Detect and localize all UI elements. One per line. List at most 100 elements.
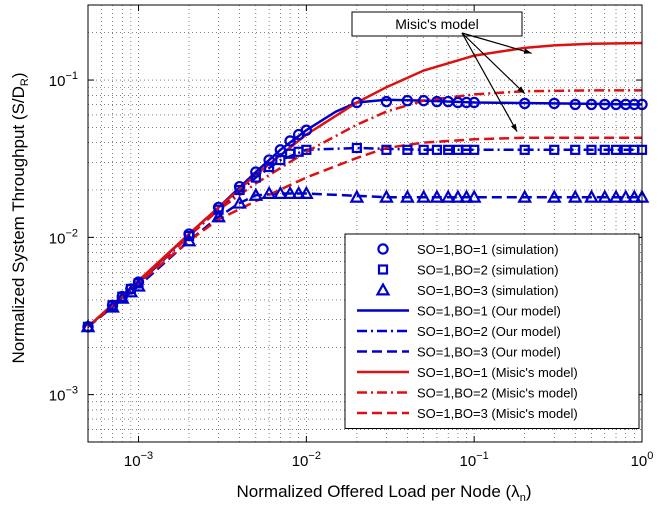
- data-point-triangle: [291, 185, 307, 200]
- data-point-triangle: [379, 189, 394, 203]
- data-point-square: [418, 144, 429, 155]
- data-point-triangle: [131, 278, 146, 292]
- data-point-square: [381, 144, 392, 155]
- legend-label: SO=1,BO=3 (Our model): [417, 345, 561, 360]
- data-point-triangle: [400, 189, 415, 203]
- series-line: [87, 146, 642, 328]
- legend-layer: SO=1,BO=1 (simulation) SO=1,BO=2 (simulat…: [344, 233, 640, 429]
- annotation-arrowhead: [523, 48, 532, 54]
- data-point-square: [469, 144, 480, 155]
- data-point-triangle: [584, 189, 599, 203]
- data-point-circle: [300, 124, 313, 136]
- data-point-square: [250, 172, 261, 183]
- data-point-circle: [468, 96, 480, 109]
- data-point-triangle: [618, 189, 634, 203]
- annotation-layer: Misic's model: [351, 11, 532, 132]
- x-tick-label: 10−1: [460, 450, 489, 470]
- x-tick-label: 10−2: [292, 450, 321, 470]
- legend-label: SO=1,BO=3 (simulation): [417, 283, 559, 298]
- data-point-square: [610, 144, 622, 155]
- annotation-box: [351, 11, 523, 37]
- legend-label: SO=1,BO=1 (Misic's model): [417, 365, 578, 380]
- legend-label: SO=1,BO=2 (Misic's model): [417, 386, 578, 401]
- data-point-triangle: [450, 189, 466, 203]
- legend-label: SO=1,BO=3 (Misic's model): [417, 406, 578, 421]
- data-point-circle: [628, 98, 641, 111]
- x-tick-label: 10−3: [124, 450, 153, 470]
- data-point-square: [183, 230, 195, 242]
- data-point-circle: [599, 98, 611, 111]
- data-point-circle: [284, 135, 296, 147]
- data-point-circle: [431, 95, 443, 108]
- y-tick-label: 10−3: [49, 385, 78, 405]
- y-axis-label: Normalized System Throughput (S/DR): [9, 72, 31, 363]
- data-point-triangle: [232, 195, 247, 209]
- data-point-triangle: [349, 189, 365, 203]
- data-point-triangle: [261, 185, 277, 200]
- data-point-triangle: [105, 299, 120, 313]
- data-point-triangle: [466, 189, 482, 203]
- data-point-square: [519, 144, 530, 155]
- data-point-square: [213, 204, 224, 215]
- series-line: [87, 136, 642, 328]
- data-point-square: [586, 144, 597, 155]
- data-point-square: [549, 144, 560, 155]
- data-point-triangle: [181, 233, 197, 247]
- data-point-circle: [460, 96, 473, 109]
- data-point-triangle: [282, 185, 298, 200]
- data-point-circle: [250, 166, 262, 178]
- data-point-square: [234, 184, 245, 196]
- data-point-square: [570, 144, 581, 155]
- data-point-circle: [569, 98, 581, 111]
- annotation-arrow-line: [461, 32, 526, 95]
- y-tick-label: 10−2: [49, 227, 78, 247]
- data-point-triangle: [608, 189, 624, 203]
- data-point-triangle: [546, 189, 562, 203]
- legend-label: SO=1,BO=1 (Our model): [417, 304, 561, 319]
- data-point-square: [443, 144, 454, 155]
- series-layer: [80, 41, 650, 333]
- annotation-arrow-line: [461, 32, 518, 132]
- data-point-circle: [548, 97, 560, 110]
- legend-label: SO=1,BO=2 (simulation): [417, 263, 559, 278]
- data-point-triangle: [626, 189, 642, 203]
- data-point-triangle: [375, 282, 391, 296]
- data-point-square: [301, 144, 312, 155]
- x-tick-label: 100: [631, 450, 654, 470]
- data-point-circle: [585, 98, 598, 111]
- data-point-triangle: [517, 189, 533, 203]
- data-point-square: [275, 154, 286, 166]
- data-point-triangle: [597, 189, 613, 203]
- data-point-circle: [380, 95, 393, 108]
- data-point-square: [431, 144, 443, 155]
- data-point-circle: [401, 94, 414, 107]
- legend-label: SO=1,BO=2 (Our model): [417, 324, 561, 339]
- data-point-triangle: [211, 209, 226, 223]
- data-point-triangle: [459, 189, 474, 203]
- data-point-square: [264, 161, 275, 173]
- y-tick-label: 10−1: [49, 70, 78, 90]
- data-point-triangle: [298, 185, 314, 200]
- data-point-circle: [351, 96, 363, 109]
- annotation-text: Misic's model: [395, 16, 479, 32]
- data-point-triangle: [416, 189, 432, 203]
- data-point-triangle: [567, 189, 583, 203]
- data-point-triangle: [440, 189, 456, 203]
- data-point-circle: [377, 243, 389, 255]
- series-line: [87, 41, 643, 328]
- x-axis-label: Normalized Offered Load per Node (λn): [237, 482, 532, 504]
- data-point-triangle: [248, 187, 264, 201]
- data-point-square: [351, 142, 362, 154]
- annotation-arrowhead: [510, 123, 518, 132]
- data-point-circle: [263, 154, 275, 166]
- annotation-arrow-line: [461, 32, 532, 54]
- data-point-square: [377, 264, 389, 275]
- tick-layer: 10−3 10−2 10−1 100 10−3 10−2 10−1: [49, 5, 654, 470]
- legend-box: [344, 233, 640, 429]
- data-point-triangle: [114, 290, 130, 304]
- data-point-triangle: [272, 185, 288, 200]
- plot-frame: [87, 4, 643, 443]
- annotation-arrowhead: [517, 86, 525, 94]
- data-point-circle: [274, 144, 287, 156]
